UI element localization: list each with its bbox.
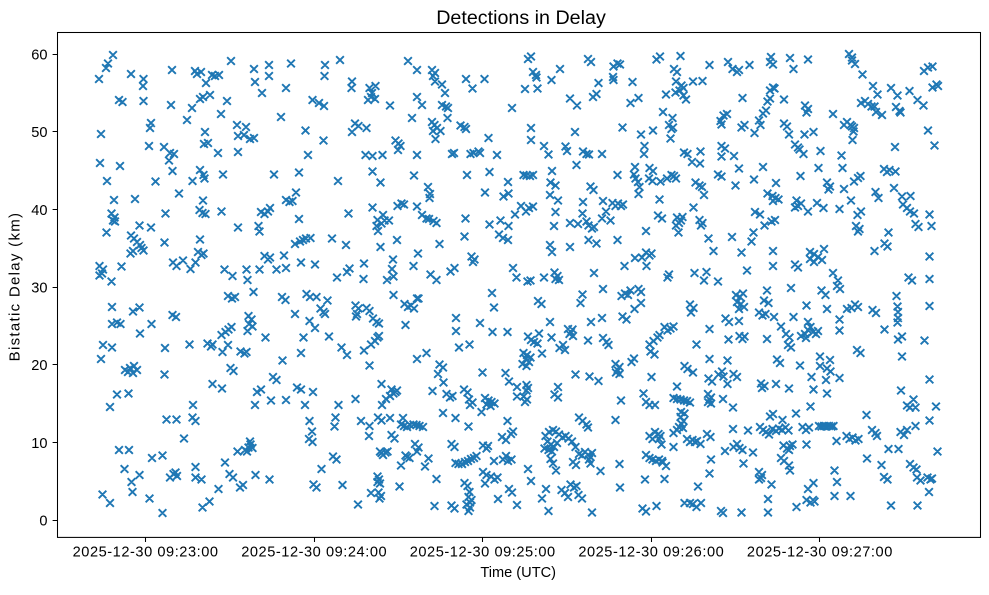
svg-text:Detections in Delay: Detections in Delay	[436, 7, 606, 29]
svg-text:20: 20	[31, 358, 47, 374]
svg-text:50: 50	[31, 125, 47, 141]
svg-text:2025-12-30 09:26:00: 2025-12-30 09:26:00	[578, 545, 724, 561]
svg-text:2025-12-30 09:23:00: 2025-12-30 09:23:00	[73, 545, 219, 561]
svg-text:0: 0	[39, 514, 47, 530]
svg-text:10: 10	[31, 436, 47, 452]
svg-text:Time (UTC): Time (UTC)	[480, 565, 556, 581]
svg-text:60: 60	[31, 48, 47, 64]
svg-text:40: 40	[31, 203, 47, 219]
svg-text:Bistatic Delay (km): Bistatic Delay (km)	[6, 212, 23, 362]
svg-text:2025-12-30 09:24:00: 2025-12-30 09:24:00	[241, 545, 387, 561]
svg-text:2025-12-30 09:25:00: 2025-12-30 09:25:00	[410, 545, 556, 561]
svg-text:2025-12-30 09:27:00: 2025-12-30 09:27:00	[747, 545, 893, 561]
svg-text:30: 30	[31, 281, 47, 297]
